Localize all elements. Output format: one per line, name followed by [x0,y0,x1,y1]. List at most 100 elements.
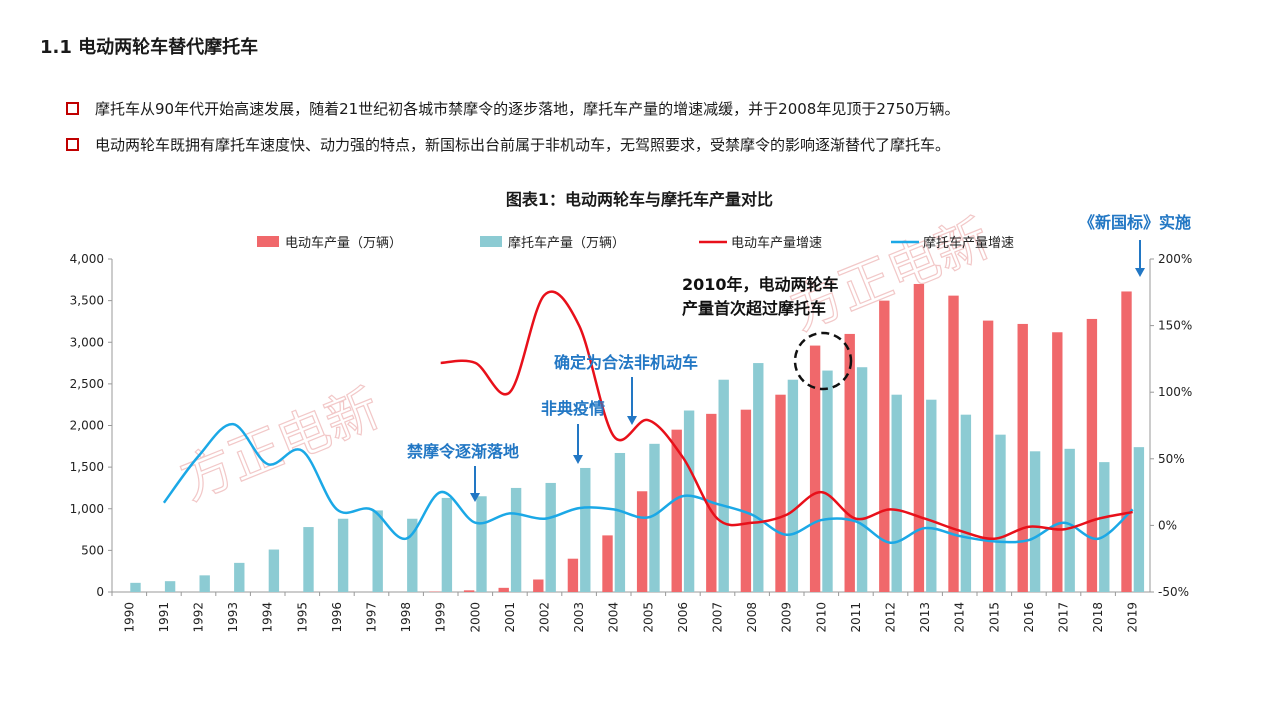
x-tick-label: 1990 [122,602,136,633]
annotation-2010-line1: 2010年，电动两轮车 [682,275,839,294]
ev-production-bar [671,429,682,592]
y-tick-label: 3,000 [70,335,104,349]
moto-production-bar [718,379,729,592]
moto-production-bar [683,410,695,592]
moto-production-bar [856,367,868,592]
x-tick-label: 2008 [745,602,759,633]
y2-tick-label: 0% [1158,518,1177,532]
x-tick-label: 1997 [365,602,379,633]
x-tick-label: 1993 [226,602,240,633]
moto-production-bar [337,518,349,592]
moto-growth-line [162,422,1134,544]
x-tick-label: 2000 [468,602,482,633]
x-tick-label: 2017 [1057,602,1071,633]
ev-production-bar [948,295,959,592]
bullet-square-icon [66,102,79,115]
legend-label: 电动车产量（万辆） [285,235,402,251]
annotation-sars: 非典疫情 [541,399,605,418]
y-tick-label: 1,500 [70,460,104,474]
moto-production-bar [164,581,176,592]
y2-tick-label: 150% [1158,319,1192,333]
moto-production-bar [234,562,245,592]
annotation-legal-status: 确定为合法非机动车 [554,353,698,372]
moto-production-bar [1133,447,1145,592]
y2-tick-label: 200% [1158,252,1192,266]
legend-label: 电动车产量增速 [731,235,822,251]
ev-production-bar [498,587,509,592]
x-tick-label: 2003 [572,602,586,633]
x-tick-label: 1998 [399,602,413,633]
y2-tick-label: 100% [1158,385,1192,399]
ev-production-bar [567,558,579,592]
x-tick-label: 2002 [538,602,552,633]
ev-production-bar [533,579,544,592]
moto-production-bar [476,496,487,592]
bullet-item: 电动两轮车既拥有摩托车速度快、动力强的特点，新国标出台前属于非机动车，无驾照要求… [66,134,950,155]
moto-production-bar [199,575,210,592]
y-tick-label: 0 [96,585,104,599]
moto-production-bar [441,497,453,592]
moto-production-bar [407,518,418,592]
ev-production-bar [1121,291,1132,592]
ev-production-bar [809,345,821,592]
moto-production-bar [960,414,972,592]
x-tick-label: 2013 [918,602,932,633]
x-tick-label: 2010 [814,602,828,633]
bullet-text: 摩托车从90年代开始高速发展，随着21世纪初各城市禁摩令的逐步落地，摩托车产量的… [95,100,960,118]
y-tick-label: 500 [81,543,104,557]
annotation-arrowhead [573,455,583,464]
x-tick-label: 1992 [192,602,206,633]
y-tick-label: 3,500 [70,294,104,308]
annotation-arrowhead [1135,268,1145,277]
moto-production-bar [1029,451,1041,592]
x-tick-label: 1999 [434,602,448,633]
ev-production-bar [1052,332,1063,592]
ev-production-bar [982,320,994,592]
ev-production-bar [913,283,925,592]
moto-production-bar [1099,462,1110,592]
y-tick-label: 1,000 [70,502,104,516]
legend-swatch [257,236,279,247]
ev-production-bar [602,535,613,592]
x-tick-label: 2015 [987,602,1001,633]
x-tick-label: 1996 [330,602,344,633]
ev-production-bar [636,491,648,592]
annotation-circle [793,331,853,391]
annotation-arrowhead [470,493,480,502]
x-tick-label: 2004 [607,602,621,633]
y-tick-label: 2,000 [70,419,104,433]
annotation-2010-line2: 产量首次超过摩托车 [682,299,826,318]
watermark-text: 方正电新 [172,378,387,512]
x-tick-label: 1991 [157,602,171,633]
legend-label: 摩托车产量（万辆） [508,235,625,251]
x-tick-label: 2019 [1126,602,1140,633]
moto-production-bar [372,510,383,592]
ev-growth-line [440,290,1133,540]
x-tick-label: 2016 [1022,602,1036,633]
x-tick-label: 2006 [676,602,690,633]
x-tick-label: 2014 [953,602,967,633]
ev-production-bar [1086,318,1098,592]
moto-production-bar [510,487,522,592]
moto-production-bar [649,443,660,592]
ev-production-bar [775,394,786,592]
x-tick-label: 2007 [711,602,725,633]
moto-production-bar [822,370,833,592]
x-tick-label: 2018 [1091,602,1105,633]
x-tick-label: 1994 [261,602,275,633]
x-tick-label: 2009 [780,602,794,633]
x-tick-label: 2011 [849,602,863,633]
bullet-square-icon [66,138,79,151]
y-tick-label: 2,500 [70,377,104,391]
annotation-ban-policy: 禁摩令逐渐落地 [407,442,519,461]
y2-tick-label: -50% [1158,585,1189,599]
annotation-new-standard: 《新国标》实施 [1079,213,1191,232]
moto-production-bar [1064,448,1075,592]
moto-production-bar [545,482,556,592]
ev-production-bar [740,409,752,592]
ev-production-bar [879,300,890,592]
moto-production-bar [614,452,626,592]
ev-production-bar [1017,323,1028,592]
x-tick-label: 1995 [295,602,309,633]
